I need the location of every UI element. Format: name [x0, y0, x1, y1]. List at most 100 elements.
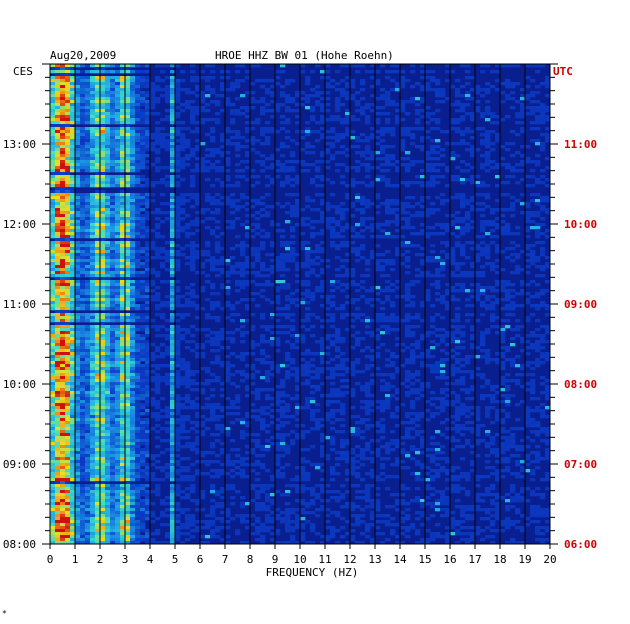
heat-cell: [110, 244, 116, 248]
heat-cell: [350, 226, 356, 230]
heat-cell: [290, 298, 296, 302]
heat-cell: [125, 319, 131, 323]
heat-cell: [450, 154, 456, 158]
heat-cell: [240, 355, 246, 359]
heat-cell: [170, 163, 176, 167]
heat-cell: [50, 268, 56, 272]
heat-cell: [385, 250, 391, 254]
heat-cell: [375, 235, 381, 239]
heat-cell: [435, 169, 441, 173]
heat-cell: [175, 205, 181, 209]
heat-cell: [400, 127, 406, 131]
heat-cell: [100, 70, 106, 74]
heat-cell: [270, 79, 276, 83]
heat-cell: [420, 100, 426, 104]
heat-cell: [305, 106, 311, 110]
heat-cell: [195, 295, 201, 299]
heat-cell: [375, 268, 381, 272]
heat-cell: [175, 355, 181, 359]
heat-cell: [505, 223, 511, 227]
heat-cell: [70, 205, 76, 209]
heat-cell: [320, 76, 326, 80]
heat-cell: [285, 256, 291, 260]
heat-cell: [100, 109, 106, 113]
heat-cell: [525, 202, 531, 206]
heat-cell: [370, 157, 376, 161]
heat-cell: [280, 184, 286, 188]
heat-cell: [110, 154, 116, 158]
heat-cell: [75, 355, 81, 359]
heat-cell: [435, 334, 441, 338]
heat-cell: [290, 193, 296, 197]
heat-cell: [205, 109, 211, 113]
heat-cell: [85, 169, 91, 173]
heat-cell: [425, 208, 431, 212]
heat-cell: [65, 265, 71, 269]
heat-cell: [95, 106, 101, 110]
heat-cell: [445, 307, 451, 311]
heat-cell: [90, 313, 96, 317]
heat-cell: [390, 283, 396, 287]
heat-cell: [490, 262, 496, 266]
heat-cell: [95, 154, 101, 158]
heat-cell: [65, 217, 71, 221]
heat-cell: [455, 100, 461, 104]
heat-cell: [230, 331, 236, 335]
heat-cell: [505, 193, 511, 197]
heat-cell: [380, 151, 386, 155]
heat-cell: [500, 226, 506, 230]
heat-cell: [250, 292, 256, 296]
heat-cell: [65, 82, 71, 86]
heat-cell: [380, 229, 386, 233]
heat-cell: [80, 274, 86, 278]
heat-cell: [360, 286, 366, 290]
heat-cell: [305, 145, 311, 149]
heat-cell: [495, 166, 501, 170]
heat-cell: [270, 178, 276, 182]
heat-cell: [90, 97, 96, 101]
heat-cell: [460, 331, 466, 335]
heat-cell: [55, 328, 61, 332]
heat-cell: [335, 268, 341, 272]
heat-cell: [110, 91, 116, 95]
heat-cell: [395, 286, 401, 290]
heat-cell: [135, 205, 141, 209]
heat-cell: [355, 193, 361, 197]
heat-cell: [100, 166, 106, 170]
heat-cell: [210, 88, 216, 92]
heat-cell: [130, 82, 136, 86]
heat-cell: [140, 103, 146, 107]
heat-cell: [295, 304, 301, 308]
heat-cell: [525, 157, 531, 161]
heat-cell: [470, 295, 476, 299]
heat-cell: [340, 259, 346, 263]
heat-cell: [175, 82, 181, 86]
heat-cell: [380, 139, 386, 143]
heat-cell: [520, 97, 526, 101]
heat-cell: [350, 298, 356, 302]
heat-cell: [140, 208, 146, 212]
heat-cell: [75, 274, 81, 278]
heat-cell: [345, 274, 351, 278]
heat-cell: [380, 301, 386, 305]
heat-cell: [320, 250, 326, 254]
heat-cell: [425, 85, 431, 89]
heat-cell: [250, 223, 256, 227]
heat-cell: [65, 127, 71, 131]
heat-cell: [280, 256, 286, 260]
heat-cell: [145, 364, 151, 368]
heat-cell: [185, 331, 191, 335]
heat-cell: [510, 337, 516, 341]
heat-cell: [90, 259, 96, 263]
heat-cell: [170, 244, 176, 248]
heat-cell: [245, 70, 251, 74]
heat-cell: [180, 202, 186, 206]
heat-cell: [175, 211, 181, 215]
heat-cell: [525, 244, 531, 248]
heat-cell: [135, 82, 141, 86]
heat-cell: [395, 82, 401, 86]
heat-cell: [70, 301, 76, 305]
heat-cell: [175, 160, 181, 164]
heat-cell: [245, 307, 251, 311]
heat-cell: [95, 304, 101, 308]
